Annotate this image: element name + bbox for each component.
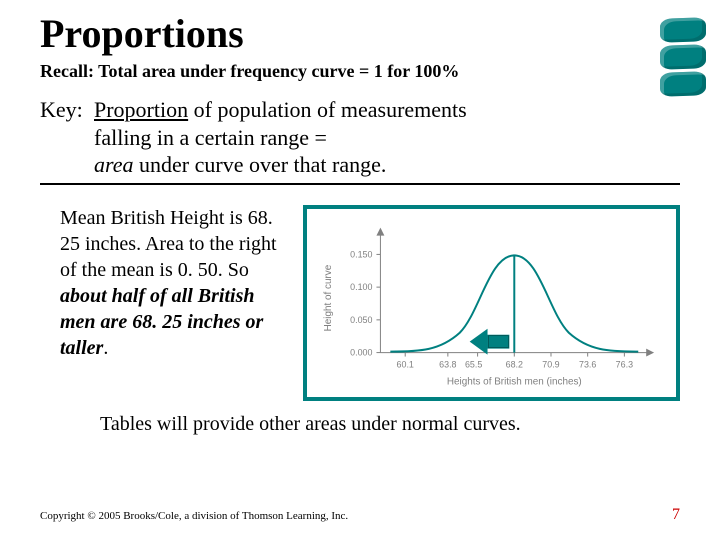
page-number: 7 — [672, 506, 680, 524]
xtick-4: 70.9 — [542, 359, 559, 369]
y-axis-label: Height of curve — [323, 264, 334, 331]
x-axis-label: Heights of British men (inches) — [447, 376, 582, 387]
ytick-1: 0.050 — [350, 314, 372, 324]
mean-text-3: . — [103, 337, 108, 359]
corner-decoration — [660, 18, 706, 98]
mean-text-bold: about half of all British men are 68. 25… — [60, 285, 263, 359]
xtick-2: 65.5 — [465, 359, 482, 369]
copyright: Copyright © 2005 Brooks/Cole, a division… — [40, 510, 348, 522]
xtick-5: 73.6 — [579, 359, 596, 369]
xtick-3: 68.2 — [506, 359, 523, 369]
ytick-0: 0.000 — [350, 347, 372, 357]
key-label: Key: — [40, 97, 83, 122]
chart-svg: 0.000 0.050 0.100 0.150 60.1 63.8 — [311, 213, 668, 393]
xtick-1: 63.8 — [439, 359, 456, 369]
recall-line: Recall: Total area under frequency curve… — [40, 61, 680, 82]
key-area-word: area — [94, 152, 134, 177]
mean-paragraph: Mean British Height is 68. 25 inches. Ar… — [40, 205, 295, 361]
arrow-icon — [470, 328, 510, 354]
slide-title: Proportions — [40, 10, 680, 57]
key-block: Key: Proportion of population of measure… — [40, 96, 680, 185]
mean-text-1: Mean British Height is 68. 25 inches. Ar… — [60, 207, 277, 281]
xtick-0: 60.1 — [397, 359, 414, 369]
key-line2: falling in a certain range = — [94, 125, 327, 150]
ytick-3: 0.150 — [350, 249, 372, 259]
key-proportion: Proportion — [94, 97, 188, 122]
ytick-2: 0.100 — [350, 282, 372, 292]
key-line3b: under curve over that range. — [134, 152, 387, 177]
normal-curve-chart: 0.000 0.050 0.100 0.150 60.1 63.8 — [303, 205, 680, 401]
xtick-6: 76.3 — [616, 359, 633, 369]
key-line1b: of population of measurements — [188, 97, 467, 122]
footer-line: Tables will provide other areas under no… — [40, 413, 680, 436]
